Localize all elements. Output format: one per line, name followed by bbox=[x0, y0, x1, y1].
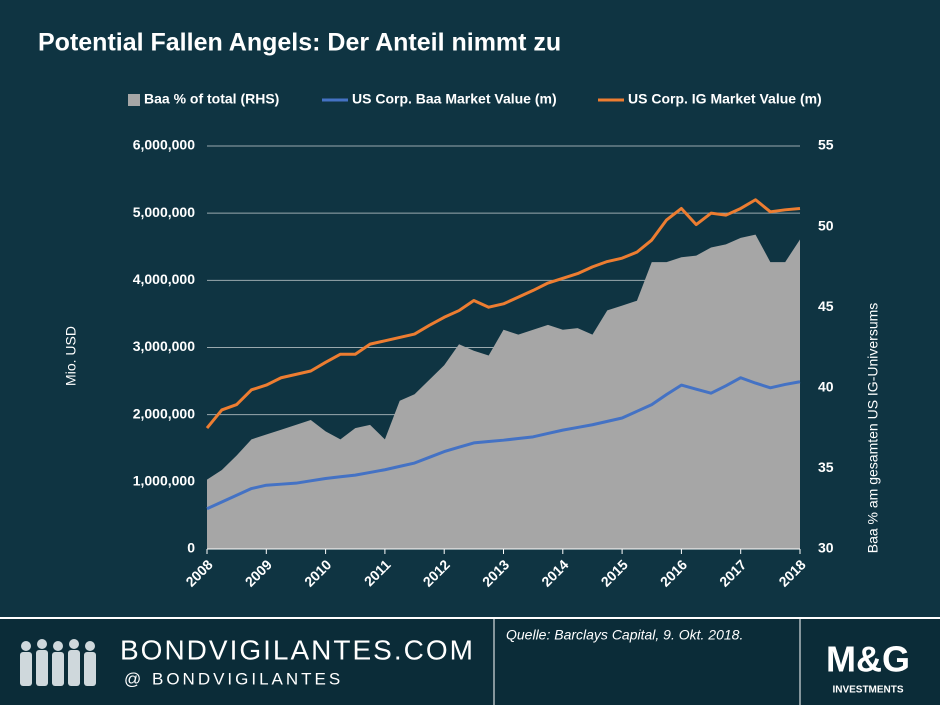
legend-label: US Corp. IG Market Value (m) bbox=[628, 91, 822, 107]
y2-tick-label: 35 bbox=[818, 459, 834, 475]
y-tick-label: 0 bbox=[187, 540, 195, 556]
legend-label: US Corp. Baa Market Value (m) bbox=[352, 91, 557, 107]
silhouettes bbox=[20, 639, 96, 686]
y2-tick-label: 45 bbox=[818, 298, 834, 314]
logo: M&G bbox=[826, 639, 910, 680]
footer bbox=[0, 618, 940, 705]
line bbox=[205, 198, 801, 430]
legend-swatch bbox=[128, 94, 140, 106]
y2-axis-title: Baa % am gesamten US IG-Universums bbox=[865, 303, 881, 554]
y-tick-label: 4,000,000 bbox=[133, 271, 195, 287]
logo-sub: INVESTMENTS bbox=[832, 685, 903, 696]
area bbox=[207, 234, 800, 549]
y2-tick-label: 50 bbox=[818, 217, 834, 233]
site-name: BONDVIGILANTES.COM bbox=[120, 634, 475, 665]
y2-tick-label: 30 bbox=[818, 540, 834, 556]
y-tick-label: 2,000,000 bbox=[133, 405, 195, 421]
y-tick-label: 1,000,000 bbox=[133, 473, 195, 489]
legend-label: Baa % of total (RHS) bbox=[144, 91, 279, 107]
y-tick-label: 5,000,000 bbox=[133, 204, 195, 220]
y-tick-label: 6,000,000 bbox=[133, 137, 195, 153]
site-handle: @ BONDVIGILANTES bbox=[124, 669, 343, 688]
y-axis-title: Mio. USD bbox=[63, 326, 79, 386]
y2-tick-label: 55 bbox=[818, 137, 834, 153]
y2-tick-label: 40 bbox=[818, 379, 834, 395]
y-tick-label: 3,000,000 bbox=[133, 338, 195, 354]
source-note: Quelle: Barclays Capital, 9. Okt. 2018. bbox=[506, 627, 743, 643]
line bbox=[206, 376, 801, 511]
chart-title: Potential Fallen Angels: Der Anteil nimm… bbox=[38, 29, 561, 57]
